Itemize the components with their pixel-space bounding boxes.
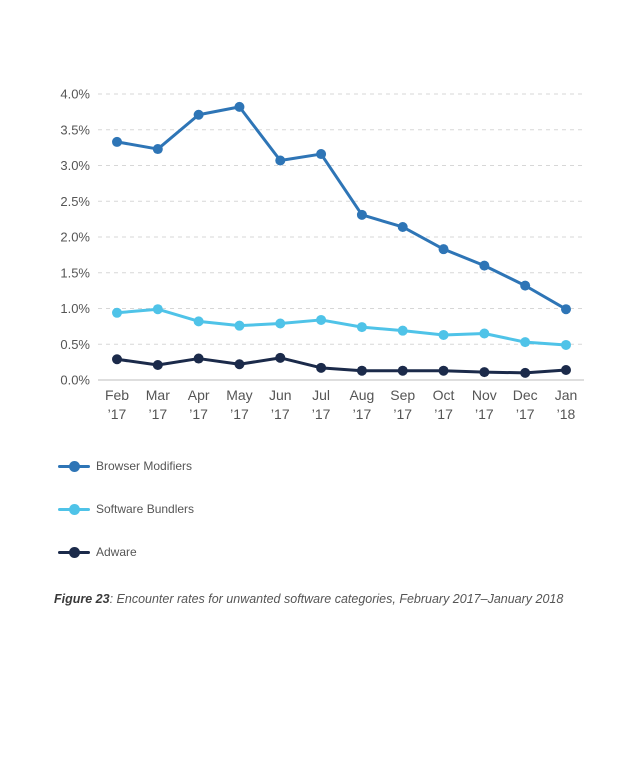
y-tick-label: 0.0%: [60, 373, 90, 388]
x-tick-label-month: Mar: [146, 387, 170, 403]
legend-label: Browser Modifiers: [96, 459, 193, 473]
data-point: [193, 353, 204, 364]
data-point: [275, 155, 286, 166]
legend: Browser Modifiers Software Bundlers Adware: [58, 456, 194, 585]
x-tick-label-year: ’17: [353, 406, 372, 422]
x-tick-label-month: May: [226, 387, 252, 403]
series-adware: [112, 352, 571, 378]
x-tick-label-month: Aug: [349, 387, 374, 403]
data-point: [112, 307, 122, 318]
y-tick-label: 0.5%: [60, 337, 90, 352]
legend-marker: [69, 461, 80, 472]
data-point: [193, 316, 204, 327]
data-point: [561, 339, 571, 350]
data-point: [397, 325, 408, 336]
y-tick-label: 2.0%: [60, 230, 90, 245]
x-tick-label-month: Sep: [390, 387, 415, 403]
series-software-bundlers: [112, 304, 571, 350]
x-tick-label-year: ’17: [148, 406, 167, 422]
y-tick-label: 4.0%: [60, 87, 90, 102]
x-tick-label-year: ’17: [393, 406, 412, 422]
x-tick-label-month: Nov: [472, 387, 497, 403]
x-tick-label-year: ’17: [312, 406, 331, 422]
caption-label: Figure 23: [54, 592, 110, 606]
data-point: [479, 260, 490, 271]
x-tick-label-year: ’17: [434, 406, 453, 422]
data-point: [356, 322, 367, 333]
data-point: [152, 359, 163, 370]
legend-item: Browser Modifiers: [58, 456, 194, 476]
caption-text: : Encounter rates for unwanted software …: [109, 592, 564, 606]
legend-label: Software Bundlers: [96, 502, 195, 516]
legend-swatch: [58, 542, 90, 562]
figure-caption: Figure 23: Encounter rates for unwanted …: [54, 592, 563, 606]
data-point: [561, 364, 571, 375]
data-point: [152, 144, 163, 155]
y-tick-label: 3.5%: [60, 122, 90, 137]
series-browser-modifiers: [112, 101, 571, 315]
data-point: [316, 314, 327, 325]
data-point: [397, 365, 408, 376]
legend-label: Adware: [96, 545, 137, 559]
x-tick-label-month: Dec: [513, 387, 538, 403]
data-point: [438, 244, 449, 255]
series-line: [115, 105, 568, 311]
y-tick-label: 2.5%: [60, 194, 90, 209]
legend-item: Adware: [58, 542, 194, 562]
x-tick-label-year: ’17: [230, 406, 249, 422]
x-tick-label-year: ’18: [557, 406, 576, 422]
series-line: [115, 356, 568, 375]
data-point: [561, 304, 571, 315]
data-point: [479, 328, 490, 339]
legend-marker: [69, 504, 80, 515]
x-tick-label-year: ’17: [475, 406, 494, 422]
x-tick-label-month: Jan: [555, 387, 578, 403]
x-tick-label-month: Feb: [105, 387, 129, 403]
y-tick-label: 3.0%: [60, 158, 90, 173]
data-point: [520, 367, 531, 378]
data-point: [193, 109, 204, 120]
legend-marker: [69, 547, 80, 558]
y-axis-ticks: 0.0% 0.5% 1.0% 1.5% 2.0% 2.5% 3.0% 3.5% 4.0%: [60, 87, 90, 388]
data-point: [275, 318, 286, 329]
data-point: [438, 365, 449, 376]
x-tick-label-month: Jul: [312, 387, 330, 403]
legend-swatch: [58, 456, 90, 476]
data-point: [234, 320, 245, 331]
data-point: [397, 221, 408, 232]
x-axis-ticks: Feb ’17 Mar ’17 Apr ’17 May ’17 Jun ’17 Jul ’17 Aug ’…: [105, 387, 577, 422]
x-tick-label-year: ’17: [271, 406, 290, 422]
x-tick-label-month: Oct: [433, 387, 455, 403]
grid-lines: [98, 93, 584, 345]
legend-swatch: [58, 499, 90, 519]
data-point: [316, 362, 327, 373]
x-tick-label-month: Apr: [188, 387, 210, 403]
data-point: [152, 304, 163, 315]
data-point: [356, 209, 367, 220]
data-point: [234, 359, 245, 370]
x-tick-label-month: Jun: [269, 387, 292, 403]
data-point: [520, 337, 531, 348]
x-tick-label-year: ’17: [189, 406, 208, 422]
data-point: [316, 149, 327, 160]
data-point: [438, 329, 449, 340]
data-point: [112, 136, 122, 147]
y-tick-label: 1.5%: [60, 265, 90, 280]
x-tick-label-year: ’17: [108, 406, 127, 422]
series-group: [112, 101, 571, 378]
y-tick-label: 1.0%: [60, 301, 90, 316]
data-point: [356, 365, 367, 376]
data-point: [479, 367, 490, 378]
line-chart: 0.0% 0.5% 1.0% 1.5% 2.0% 2.5% 3.0% 3.5% 4.0% Feb…: [60, 87, 584, 422]
legend-item: Software Bundlers: [58, 499, 194, 519]
data-point: [234, 101, 245, 112]
data-point: [112, 354, 122, 365]
data-point: [275, 352, 286, 363]
series-line: [115, 307, 568, 347]
x-tick-label-year: ’17: [516, 406, 535, 422]
data-point: [520, 280, 531, 291]
